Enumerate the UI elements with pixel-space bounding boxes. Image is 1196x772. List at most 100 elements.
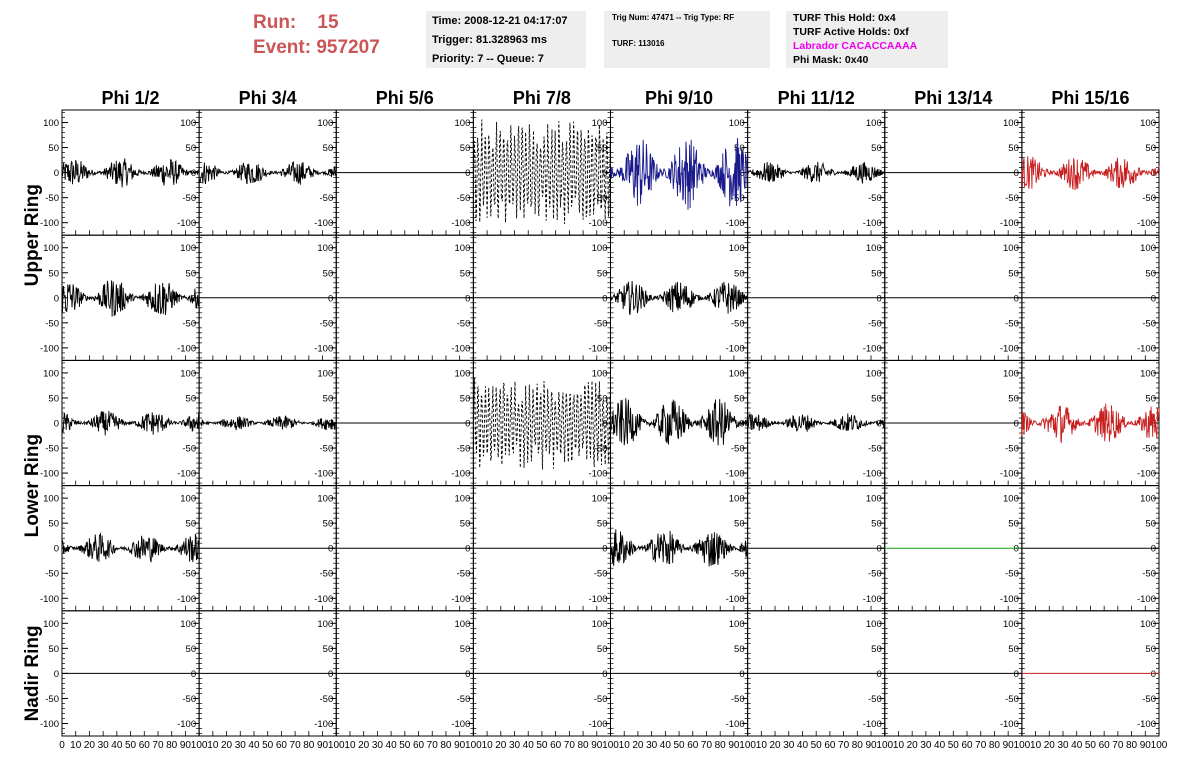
y-tick-label: -50 [868, 569, 882, 580]
y-tick-label: -50 [1142, 569, 1156, 580]
y-tick-label: 100 [180, 368, 196, 379]
x-tick-label: 100 [739, 740, 756, 751]
y-tick-label: 50 [734, 519, 745, 530]
x-tick-label: 50 [262, 740, 274, 751]
y-tick-label: -100 [1000, 594, 1019, 605]
y-tick-label: 0 [1151, 293, 1156, 304]
column-header: Phi 13/14 [914, 88, 992, 108]
y-tick-label: 100 [729, 243, 745, 254]
y-tick-label: 50 [460, 393, 471, 404]
y-tick-label: 0 [54, 293, 59, 304]
turf-info-box: TURF This Hold: 0x4 TURF Active Holds: 0… [786, 11, 948, 68]
x-tick-label: 10 [619, 740, 631, 751]
x-tick-label: 10 [207, 740, 219, 751]
y-tick-label: 0 [602, 168, 607, 179]
y-tick-label: 100 [43, 118, 59, 129]
column-header: Phi 9/10 [645, 88, 713, 108]
turf-this-hold-text: TURF This Hold: 0x4 [793, 12, 896, 24]
y-tick-label: -50 [868, 444, 882, 455]
y-tick-label: 100 [866, 619, 882, 630]
y-tick-label: 0 [602, 293, 607, 304]
x-tick-label: 10 [1030, 740, 1042, 751]
y-tick-label: -50 [594, 444, 608, 455]
y-tick-label: -100 [314, 469, 333, 480]
priority-text: Priority: 7 -- Queue: 7 [432, 53, 544, 65]
column-header: Phi 5/6 [376, 88, 434, 108]
y-tick-label: 100 [180, 619, 196, 630]
x-tick-label: 50 [125, 740, 137, 751]
x-tick-label: 70 [701, 740, 713, 751]
y-tick-label: 0 [191, 293, 196, 304]
x-tick-label: 50 [674, 740, 686, 751]
x-tick-label: 90 [728, 740, 740, 751]
y-tick-label: 100 [317, 118, 333, 129]
y-tick-label: 50 [597, 143, 608, 154]
y-tick-label: -50 [182, 444, 196, 455]
x-tick-label: 70 [1112, 740, 1124, 751]
waveform-trace [610, 529, 749, 567]
y-tick-label: 100 [1140, 494, 1156, 505]
y-tick-label: -50 [320, 444, 334, 455]
y-tick-label: 50 [323, 143, 334, 154]
y-tick-label: -50 [182, 318, 196, 329]
y-tick-label: 100 [317, 494, 333, 505]
y-tick-label: -100 [1137, 719, 1156, 730]
y-tick-label: 100 [592, 243, 608, 254]
y-tick-label: 100 [43, 368, 59, 379]
y-tick-label: 50 [597, 393, 608, 404]
y-tick-label: -50 [731, 193, 745, 204]
turf-active-holds-text: TURF Active Holds: 0xf [793, 26, 909, 38]
x-tick-label: 30 [920, 740, 932, 751]
y-tick-label: 0 [739, 168, 744, 179]
y-tick-label: 100 [455, 494, 471, 505]
y-tick-label: -100 [40, 469, 59, 480]
y-tick-label: -50 [45, 318, 59, 329]
y-tick-label: 0 [1014, 544, 1019, 555]
y-tick-label: 50 [186, 519, 197, 530]
y-tick-label: -100 [40, 218, 59, 229]
y-tick-label: 50 [460, 268, 471, 279]
column-header: Phi 7/8 [513, 88, 571, 108]
y-tick-label: -100 [588, 594, 607, 605]
x-tick-label: 70 [838, 740, 850, 751]
y-tick-label: 0 [602, 669, 607, 680]
y-tick-label: 0 [1014, 669, 1019, 680]
y-tick-label: 50 [597, 268, 608, 279]
y-tick-label: -100 [1000, 719, 1019, 730]
y-tick-label: 50 [734, 268, 745, 279]
x-tick-label: 60 [824, 740, 836, 751]
y-tick-label: -50 [182, 193, 196, 204]
y-tick-label: -50 [45, 444, 59, 455]
y-tick-label: -100 [863, 719, 882, 730]
y-tick-label: -100 [314, 343, 333, 354]
labrador-text: Labrador CACACCAAAA [793, 40, 918, 52]
x-tick-label: 100 [602, 740, 619, 751]
y-tick-label: 100 [592, 494, 608, 505]
x-tick-label: 40 [386, 740, 398, 751]
y-tick-label: -100 [177, 719, 196, 730]
y-tick-label: -50 [320, 694, 334, 705]
y-tick-label: -100 [726, 218, 745, 229]
x-tick-label: 80 [166, 740, 178, 751]
y-tick-label: -50 [731, 444, 745, 455]
y-tick-label: 50 [871, 143, 882, 154]
y-tick-label: -50 [731, 694, 745, 705]
y-tick-label: -50 [731, 569, 745, 580]
y-tick-label: 50 [734, 393, 745, 404]
x-tick-label: 100 [1151, 740, 1168, 751]
x-tick-label: 80 [578, 740, 590, 751]
y-tick-label: 0 [328, 168, 333, 179]
y-tick-label: 0 [328, 293, 333, 304]
y-tick-label: 100 [866, 118, 882, 129]
y-tick-label: 50 [1145, 143, 1156, 154]
y-tick-label: 100 [43, 243, 59, 254]
y-tick-label: -50 [868, 193, 882, 204]
y-tick-label: 100 [729, 619, 745, 630]
x-tick-label: 40 [797, 740, 809, 751]
event-label: Event: [253, 37, 312, 58]
y-tick-label: 0 [602, 544, 607, 555]
y-tick-label: -100 [451, 719, 470, 730]
y-tick-label: -50 [45, 694, 59, 705]
waveform-trace [472, 377, 611, 470]
